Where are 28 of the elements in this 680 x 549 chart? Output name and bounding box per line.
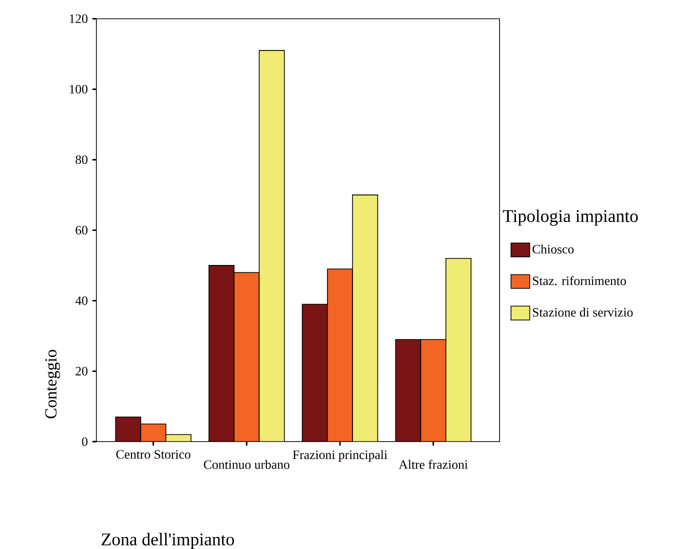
bar bbox=[352, 194, 378, 442]
y-axis-title: Conteggio bbox=[45, 350, 60, 418]
legend-title: Tipologia impianto bbox=[502, 210, 638, 226]
bar bbox=[140, 424, 166, 442]
bar bbox=[327, 268, 353, 442]
y-tick-label: 40 bbox=[75, 296, 88, 305]
y-tick-label: 0 bbox=[82, 437, 88, 446]
y-tick-label: 100 bbox=[70, 84, 88, 94]
bar bbox=[259, 50, 284, 442]
bar bbox=[420, 339, 446, 442]
bar bbox=[302, 304, 328, 442]
y-tick-label: 120 bbox=[70, 14, 88, 23]
x-tick-label: Frazioni principali bbox=[292, 450, 388, 462]
x-tick-label: Continuo urbano bbox=[204, 460, 290, 469]
bar bbox=[208, 265, 234, 442]
x-axis-title: Zona dell'impianto bbox=[102, 532, 234, 549]
legend-label: Staz. rifornimento bbox=[532, 276, 626, 286]
y-tick-label: 80 bbox=[76, 155, 88, 164]
bar bbox=[395, 339, 422, 442]
y-tick-label: 60 bbox=[76, 226, 88, 234]
bar bbox=[116, 416, 141, 442]
legend-label: Stazione di servizio bbox=[532, 308, 633, 317]
y-tick-label: 20 bbox=[76, 366, 88, 376]
x-tick-label: Centro Storico bbox=[116, 450, 190, 459]
bar bbox=[234, 272, 260, 442]
x-tick-label: Altre frazioni bbox=[398, 460, 468, 469]
legend-label: Chiosco bbox=[532, 244, 574, 254]
bar bbox=[445, 258, 472, 442]
